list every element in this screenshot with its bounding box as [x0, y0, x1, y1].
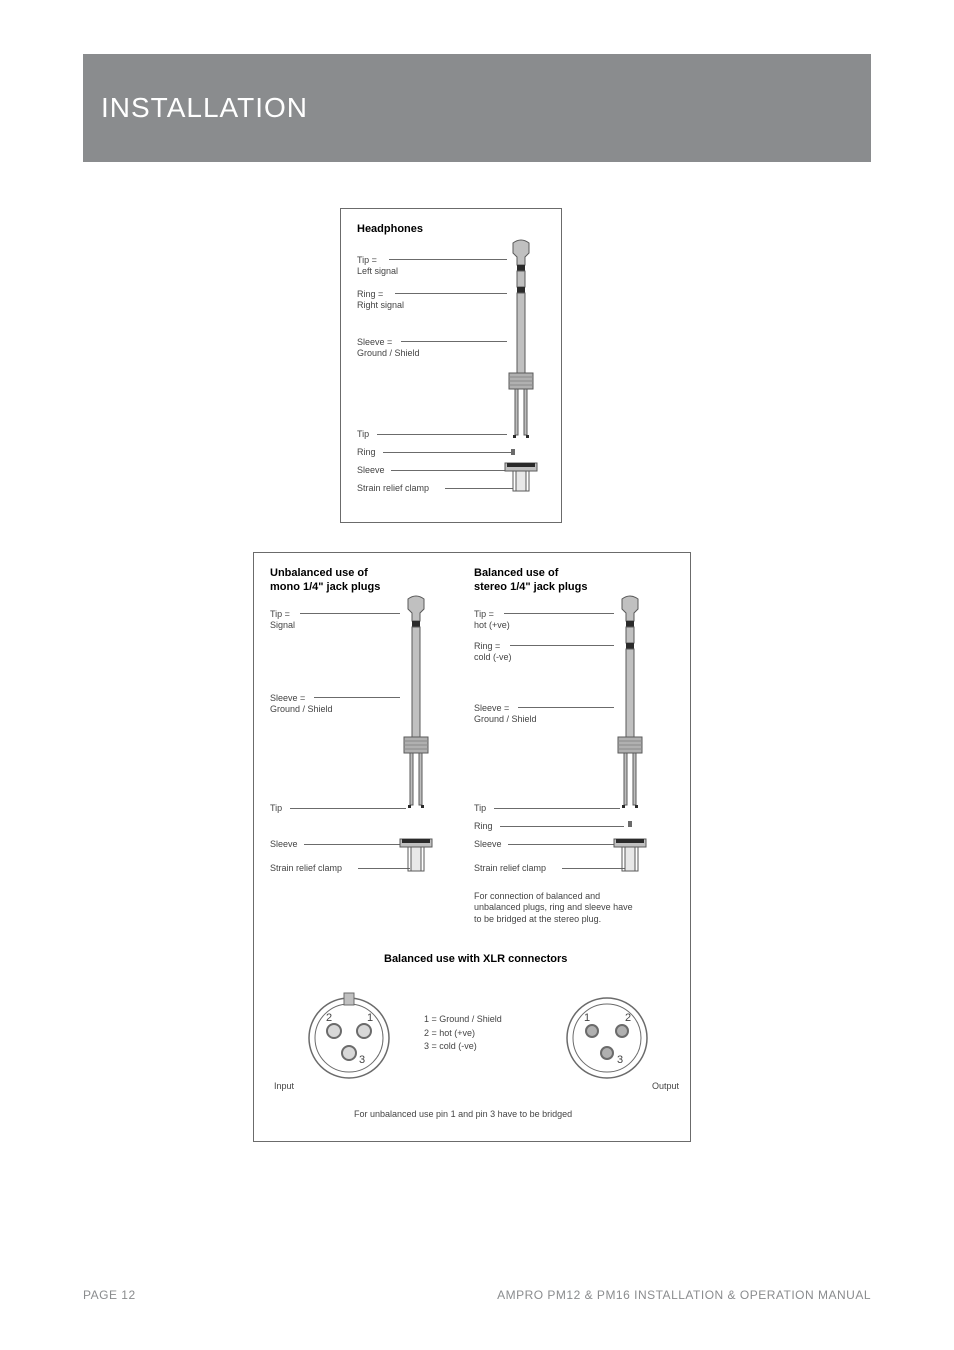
- page-footer: PAGE 12 AMPRO PM12 & PM16 INSTALLATION &…: [83, 1288, 871, 1302]
- bal-title: Balanced use ofstereo 1/4" jack plugs: [474, 567, 587, 595]
- headphones-title: Headphones: [357, 223, 423, 235]
- page-title: INSTALLATION: [101, 92, 308, 124]
- unbal-tip: Tip =Signal: [270, 609, 295, 631]
- xlr-legend: 1 = Ground / Shield 2 = hot (+ve) 3 = co…: [424, 1013, 502, 1054]
- ts-jack-icon: [386, 595, 446, 895]
- svg-text:2: 2: [625, 1012, 631, 1024]
- xlr-title: Balanced use with XLR connectors: [384, 953, 567, 965]
- xlr-footnote: For unbalanced use pin 1 and pin 3 have …: [354, 1109, 572, 1120]
- svg-text:3: 3: [617, 1054, 623, 1066]
- xlr-output-icon: 1 2 3: [552, 973, 662, 1093]
- bal-btip: Tip: [474, 803, 486, 814]
- doc-title: AMPRO PM12 & PM16 INSTALLATION & OPERATI…: [497, 1288, 871, 1302]
- leader-bsleeve: [391, 470, 507, 471]
- leader-u1: [300, 613, 400, 614]
- trs-jack-icon-2: [600, 595, 660, 895]
- bal-ring: Ring =cold (-ve): [474, 641, 512, 663]
- unbal-title: Unbalanced use ofmono 1/4" jack plugs: [270, 567, 380, 595]
- unbal-bsleeve: Sleeve: [270, 839, 298, 850]
- unbal-btip: Tip: [270, 803, 282, 814]
- unbal-bstrain: Strain relief clamp: [270, 863, 342, 874]
- bal-bring: Ring: [474, 821, 493, 832]
- trs-jack-icon: [491, 239, 551, 519]
- leader-b2: [510, 645, 614, 646]
- bal-bsleeve: Sleeve: [474, 839, 502, 850]
- header-band: INSTALLATION: [83, 54, 871, 162]
- hp-b-sleeve: Sleeve: [357, 465, 385, 476]
- hp-b-tip: Tip: [357, 429, 369, 440]
- xlr-output-label: Output: [652, 1081, 679, 1092]
- diagram-headphones: Headphones Tip =Left signal Ring =Right …: [340, 208, 562, 523]
- xlr-input-label: Input: [274, 1081, 294, 1092]
- svg-text:1: 1: [367, 1012, 373, 1024]
- bal-footnote: For connection of balanced and unbalance…: [474, 891, 633, 925]
- diagram-lower: Unbalanced use ofmono 1/4" jack plugs Ti…: [253, 552, 691, 1142]
- bal-bstrain: Strain relief clamp: [474, 863, 546, 874]
- leader-b1: [504, 613, 614, 614]
- hp-b-strain: Strain relief clamp: [357, 483, 429, 494]
- leader-tip: [389, 259, 507, 260]
- svg-text:2: 2: [326, 1012, 332, 1024]
- hp-b-ring: Ring: [357, 447, 376, 458]
- page-number: PAGE 12: [83, 1288, 136, 1302]
- leader-btip: [377, 434, 507, 435]
- svg-text:3: 3: [359, 1054, 365, 1066]
- xlr-input-icon: 2 1 3: [294, 973, 404, 1093]
- svg-text:1: 1: [584, 1012, 590, 1024]
